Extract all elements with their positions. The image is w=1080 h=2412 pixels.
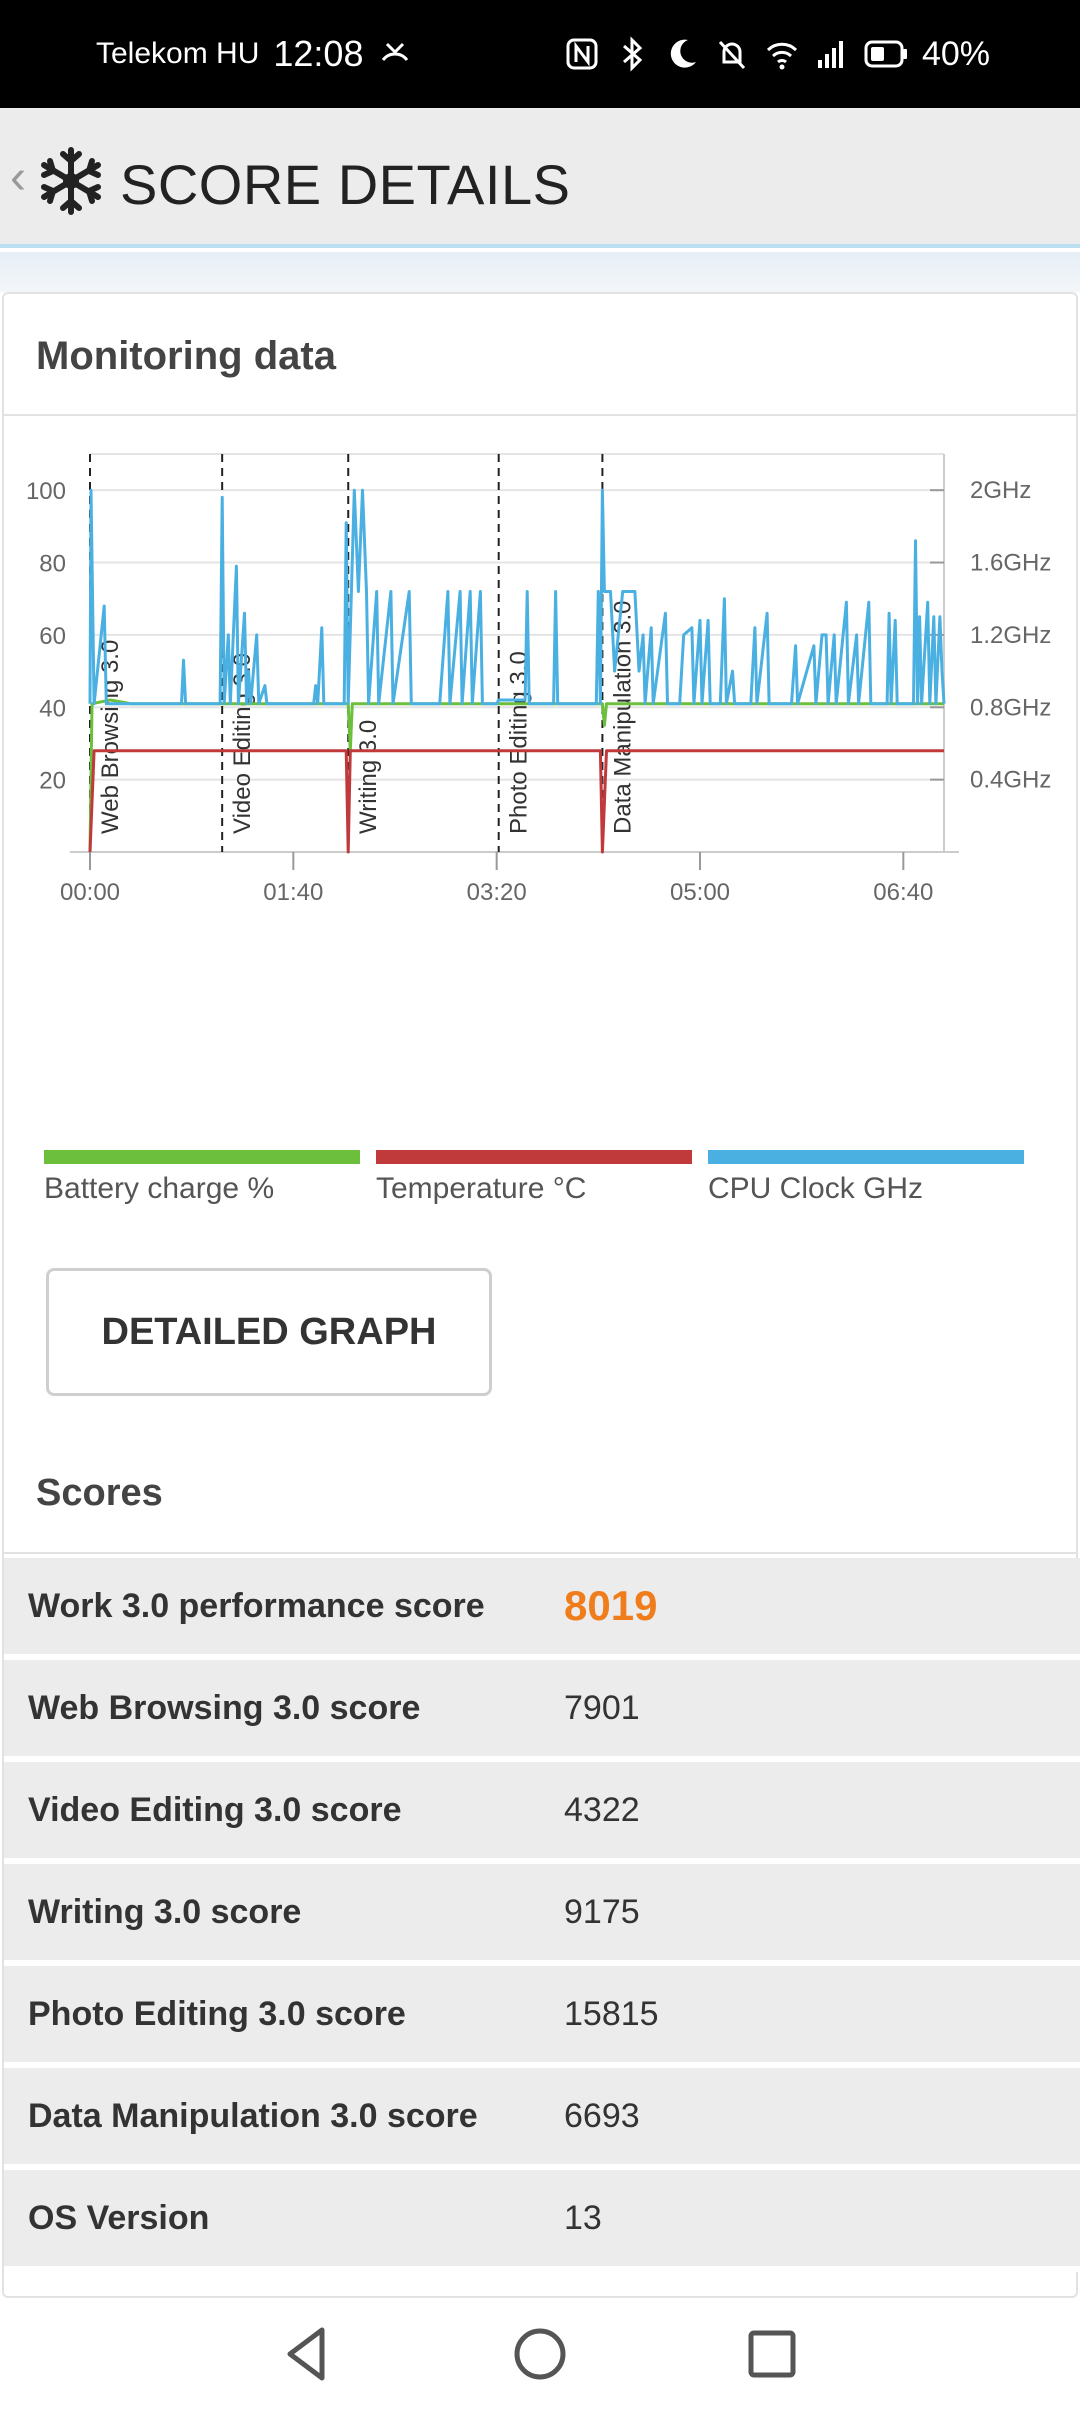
- score-value-total: 8019: [564, 1582, 658, 1629]
- y-left-tick-label: 80: [39, 551, 66, 578]
- y-right-tick-label: 1.2GHz: [970, 622, 1051, 649]
- score-label: Photo Editing 3.0 score: [28, 1994, 406, 2033]
- back-nav-icon[interactable]: [276, 2322, 340, 2386]
- legend-temperature: Temperature °C: [376, 1150, 692, 1206]
- y-left-tick-label: 100: [26, 478, 66, 505]
- y-right-tick-label: 0.4GHz: [970, 767, 1051, 794]
- scores-title: Scores: [36, 1472, 163, 1514]
- legend-temperature-swatch: [376, 1150, 692, 1164]
- y-right-tick-label: 2GHz: [970, 477, 1031, 504]
- monitoring-title: Monitoring data: [36, 334, 336, 378]
- score-label: Web Browsing 3.0 score: [28, 1688, 421, 1727]
- legend-cpu-swatch: [708, 1150, 1024, 1164]
- score-value: 6693: [564, 2096, 640, 2135]
- temperature-series-line: [88, 749, 944, 854]
- section-label: Web Browsing 3.0: [97, 640, 124, 834]
- moon-icon: [670, 39, 696, 68]
- legend-battery-label: Battery charge %: [44, 1172, 275, 1205]
- score-row-photo-editing: Photo Editing 3.0 score 15815: [4, 1966, 1080, 2068]
- scores-divider: [4, 1552, 1076, 1554]
- card-divider: [4, 414, 1076, 416]
- score-table: Work 3.0 performance score 8019 Web Brow…: [4, 1558, 1080, 2272]
- legend-temperature-label: Temperature °C: [376, 1172, 587, 1205]
- legend-cpu-label: CPU Clock GHz: [708, 1172, 924, 1205]
- wifi-icon: [766, 42, 797, 70]
- back-chevron-icon[interactable]: ‹: [10, 151, 26, 204]
- navigation-bar: [0, 2298, 1080, 2412]
- detailed-graph-button[interactable]: DETAILED GRAPH: [46, 1268, 492, 1396]
- snowflake-logo-icon[interactable]: [36, 146, 106, 216]
- score-row-video-editing: Video Editing 3.0 score 4322: [4, 1762, 1080, 1864]
- mute-icon: [718, 40, 746, 70]
- y-left-tick-label: 40: [39, 695, 66, 722]
- x-tick-label: 03:20: [467, 879, 527, 906]
- carrier-name: Telekom HU: [96, 37, 260, 70]
- x-tick-label: 00:00: [60, 879, 120, 906]
- battery-icon: [864, 40, 907, 68]
- clock: 12:08: [273, 33, 364, 74]
- nfc-icon: [566, 38, 598, 70]
- chart-legend: Battery charge % Temperature °C CPU Cloc…: [44, 1150, 1044, 1210]
- signal-icon: [817, 41, 843, 68]
- status-bar: Telekom HU 12:08: [0, 0, 1080, 108]
- score-value: 13: [564, 2198, 602, 2237]
- bluetooth-icon: [622, 36, 643, 72]
- score-row-writing: Writing 3.0 score 9175: [4, 1864, 1080, 1966]
- section-label: Writing 3.0: [355, 720, 382, 834]
- monitoring-card: Monitoring data 20 40 60 80 100 0.4GHz 0.8GHz 1…: [2, 292, 1080, 2298]
- score-row-data-manipulation: Data Manipulation 3.0 score 6693: [4, 2068, 1080, 2170]
- y-left-tick-label: 20: [39, 768, 66, 795]
- x-tick-label: 05:00: [670, 879, 730, 906]
- x-tick-label: 01:40: [263, 879, 323, 906]
- y-right-tick-label: 1.6GHz: [970, 550, 1051, 577]
- score-value: 4322: [564, 1790, 640, 1829]
- cpu-clock-series-line: [88, 488, 946, 706]
- background-strip: [0, 252, 1080, 292]
- score-label: Data Manipulation 3.0 score: [28, 2096, 478, 2135]
- score-row-os-version: OS Version 13: [4, 2170, 1080, 2272]
- score-row-web-browsing: Web Browsing 3.0 score 7901: [4, 1660, 1080, 1762]
- score-label: Writing 3.0 score: [28, 1892, 302, 1931]
- y-right-tick-label: 0.8GHz: [970, 694, 1051, 721]
- page-title: SCORE DETAILS: [120, 153, 571, 216]
- legend-battery: Battery charge %: [44, 1150, 360, 1206]
- recents-nav-icon[interactable]: [740, 2322, 804, 2386]
- y-left-tick-label: 60: [39, 623, 66, 650]
- score-row-work: Work 3.0 performance score 8019: [4, 1558, 1080, 1660]
- score-label: Video Editing 3.0 score: [28, 1790, 402, 1829]
- monitoring-chart: 20 40 60 80 100 0.4GHz 0.8GHz 1.2GHz 1.6GHz 2GHz 0…: [26, 453, 1051, 906]
- score-label: OS Version: [28, 2198, 210, 2237]
- score-label: Work 3.0 performance score: [28, 1586, 485, 1625]
- app-header: ‹ SCORE DETAILS: [0, 108, 1080, 248]
- score-value: 7901: [564, 1688, 640, 1727]
- legend-cpu: CPU Clock GHz: [708, 1150, 1024, 1206]
- legend-battery-swatch: [44, 1150, 360, 1164]
- battery-percent: 40%: [921, 34, 990, 73]
- score-value: 9175: [564, 1892, 640, 1931]
- x-tick-label: 06:40: [873, 879, 933, 906]
- missed-call-icon: [382, 42, 409, 62]
- score-value: 15815: [564, 1994, 659, 2033]
- home-nav-icon[interactable]: [508, 2322, 572, 2386]
